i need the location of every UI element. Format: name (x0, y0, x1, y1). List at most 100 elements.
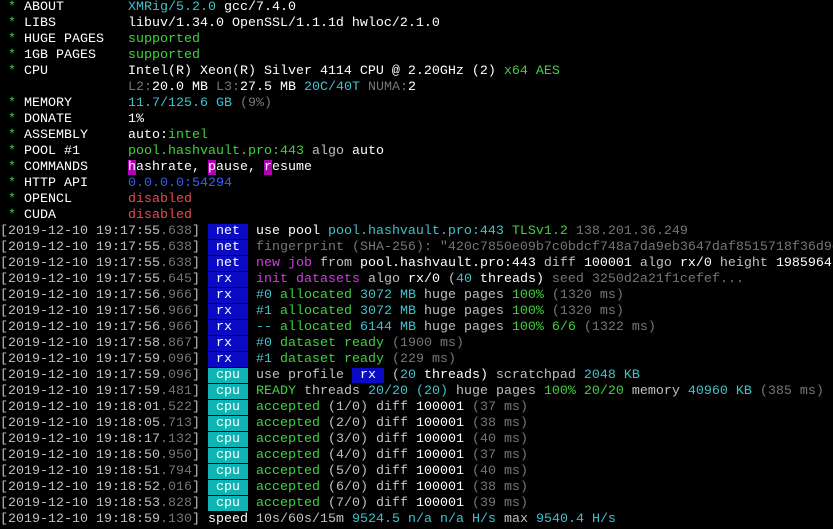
log-text: (1/0) (319, 400, 368, 415)
timestamp: 2019-12-10 19:17:55 (8, 256, 160, 271)
tag-cpu: cpu (207, 416, 248, 431)
spacer (248, 224, 256, 239)
log-text: huge pages (447, 384, 544, 399)
spacer (24, 80, 128, 95)
spacer (248, 496, 256, 511)
tag-cpu: cpu (207, 464, 248, 479)
log-text: 138.201.36.249 (567, 224, 688, 239)
log-text: intel (168, 128, 208, 143)
log-text: (40 ms) (463, 464, 528, 479)
log-text: Intel(R) Xeon(R) Silver 4114 CPU @ 2.20G… (127, 64, 496, 79)
timestamp-ms: .096 (159, 368, 192, 383)
log-text: 0.0.0.0:54294 (128, 176, 232, 191)
log-text: #0 (255, 288, 272, 303)
bracket: ] (191, 384, 208, 399)
timestamp: 2019-12-10 19:17:55 (8, 224, 160, 239)
timestamp-ms: .713 (159, 416, 192, 431)
info-line: L2:20.0 MB L3:27.5 MB 20C/40T NUMA:2 (0, 80, 833, 96)
log-text: seed 3250d2a21f1cefef... (543, 272, 744, 287)
log-text: (6/0) (319, 480, 368, 495)
log-text: threads (295, 384, 368, 399)
spacer (72, 192, 128, 207)
timestamp: 2019-12-10 19:18:51 (8, 464, 160, 479)
bracket: [ (0, 512, 8, 527)
log-text: esume (271, 160, 312, 175)
tag-rx: rx (207, 304, 248, 319)
log-line: [2019-12-10 19:18:53.828] cpu accepted (… (0, 496, 833, 512)
info-label: MEMORY (24, 96, 72, 111)
info-label: CPU (24, 64, 48, 79)
info-label: COMMANDS (24, 160, 88, 175)
log-text: 100001 (415, 448, 464, 463)
timestamp: 2019-12-10 19:18:01 (8, 400, 160, 415)
tag-rx: rx (207, 336, 248, 351)
timestamp-ms: .638 (159, 240, 192, 255)
log-text: huge pages (415, 320, 512, 335)
info-line: * MEMORY 11.7/125.6 GB (9%) (0, 96, 833, 112)
log-text: TLSv1.2 (503, 224, 568, 239)
log-text: 100% 20/20 (543, 384, 624, 399)
log-line: [2019-12-10 19:18:51.794] cpu accepted (… (0, 464, 833, 480)
tag-cpu: cpu (207, 368, 248, 383)
bracket: ] (191, 320, 208, 335)
log-text: n/a n/a (399, 512, 464, 527)
timestamp-ms: .481 (159, 384, 192, 399)
log-text: (2/0) (319, 416, 368, 431)
log-text: 27.5 MB (239, 80, 296, 95)
timestamp-ms: .638 (159, 224, 192, 239)
bracket: ] (191, 240, 208, 255)
spacer (248, 288, 256, 303)
bracket: ] (191, 272, 208, 287)
info-line: * HUGE PAGES supported (0, 32, 833, 48)
log-text: L2: (127, 80, 152, 95)
log-text: 100001 (415, 480, 464, 495)
info-line: * ASSEMBLY auto:intel (0, 128, 833, 144)
log-text: (39 ms) (463, 496, 528, 511)
log-text: init datasets (255, 272, 360, 287)
bracket: [ (0, 464, 8, 479)
tag-rx: rx (207, 288, 248, 303)
log-text: 100001 (415, 464, 464, 479)
info-line: * POOL #1 pool.hashvault.pro:443 algo au… (0, 144, 833, 160)
log-text: (37 ms) (463, 400, 528, 415)
spacer (248, 352, 256, 367)
bullet-icon: * (0, 160, 24, 175)
log-text: threads) (471, 272, 544, 287)
tag-cpu: cpu (207, 496, 248, 511)
log-text: H/s (463, 512, 496, 527)
info-line: * CUDA disabled (0, 208, 833, 224)
log-text: READY (255, 384, 296, 399)
timestamp-ms: .016 (159, 480, 192, 495)
bracket: ] (191, 224, 208, 239)
timestamp: 2019-12-10 19:17:55 (8, 272, 160, 287)
spacer (248, 304, 256, 319)
highlight-text: r (263, 160, 272, 175)
bracket: ] (191, 496, 208, 511)
timestamp: 2019-12-10 19:17:58 (8, 336, 160, 351)
log-text: diff (367, 480, 416, 495)
log-line: [2019-12-10 19:17:56.966] rx #0 allocate… (0, 288, 833, 304)
log-text: 100001 (415, 496, 464, 511)
timestamp-ms: .966 (159, 288, 192, 303)
tag-rx: rx (207, 272, 248, 287)
tag-cpu: cpu (207, 400, 248, 415)
bracket: [ (0, 352, 8, 367)
log-text: height (711, 256, 776, 271)
log-text: huge pages (415, 288, 512, 303)
bracket: [ (0, 272, 8, 287)
log-text: fingerprint (SHA-256): "420c7850e09b7c0b… (255, 240, 833, 255)
log-text: accepted (255, 464, 320, 479)
bracket: ] (191, 400, 208, 415)
timestamp: 2019-12-10 19:17:59 (8, 384, 160, 399)
log-text: (1900 ms) (383, 336, 464, 351)
log-text: (3/0) (319, 432, 368, 447)
info-line: * OPENCL disabled (0, 192, 833, 208)
log-text: pool.hashvault.pro:443 (359, 256, 536, 271)
log-text: from (311, 256, 360, 271)
log-line: [2019-12-10 19:17:56.966] rx -- allocate… (0, 320, 833, 336)
timestamp-ms: .645 (159, 272, 192, 287)
bullet-icon: * (0, 208, 24, 223)
spacer (248, 336, 256, 351)
bracket: ] (191, 336, 208, 351)
